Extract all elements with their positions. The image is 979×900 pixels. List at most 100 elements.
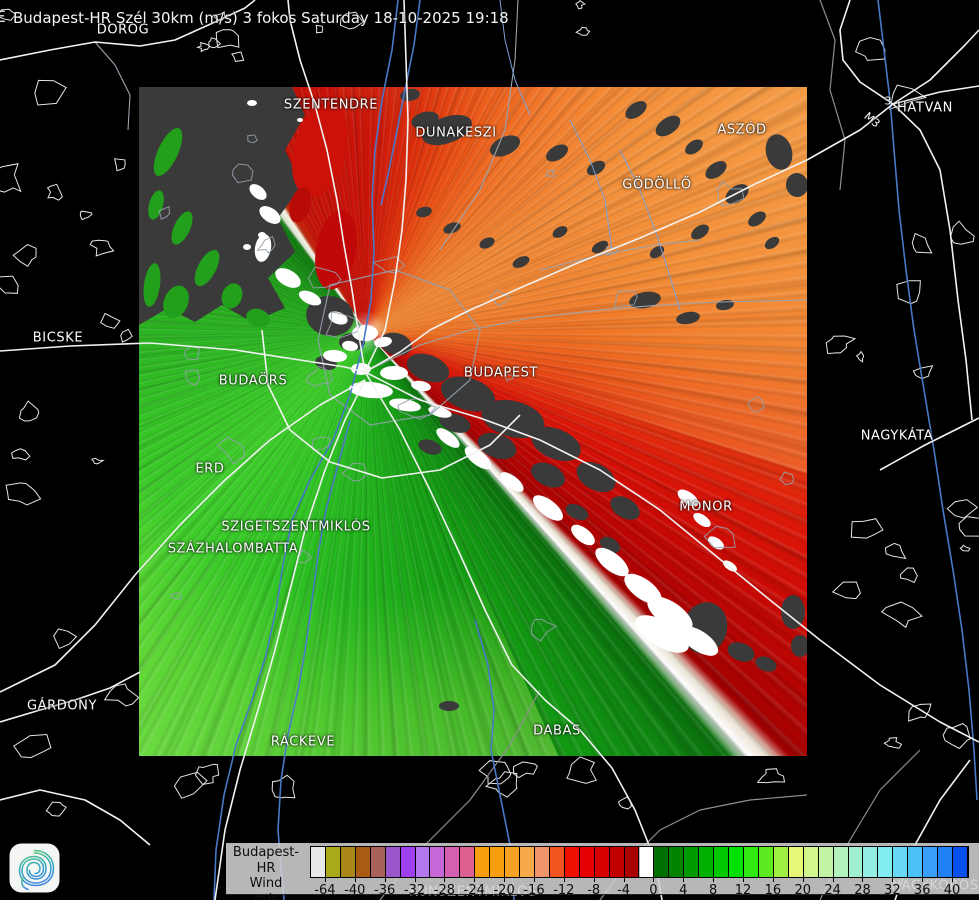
radar-product-title: Budapest-HR Szél 30km (m/s) 3 fokos Satu… [13, 9, 509, 27]
legend-cell [714, 847, 730, 877]
city-label-budapest: BUDAPEST [463, 365, 539, 381]
legend-tick-label: -24 [463, 883, 485, 898]
legend-tick [474, 877, 476, 882]
city-label-sz-zhalombatta: SZÁZHALOMBATTA [167, 541, 299, 557]
legend-tick [743, 877, 745, 882]
legend-cell [579, 847, 595, 877]
city-label-r-ckeve: RÁCKEVE [270, 734, 336, 750]
city-label-asz-d: ASZÓD [717, 122, 767, 138]
legend-cell [654, 847, 670, 877]
weather-service-logo [9, 843, 60, 893]
city-label-dabas: DABAS [533, 723, 581, 739]
legend-tick-label: -8 [587, 883, 601, 898]
legend-title-line2: Wind [249, 876, 283, 891]
legend-cell [340, 847, 356, 877]
legend-tick [623, 877, 625, 882]
color-scale-bar [310, 846, 969, 878]
legend-tick-label: 16 [764, 883, 782, 898]
legend-tick [414, 877, 416, 882]
legend-tick-label: 12 [734, 883, 752, 898]
city-label-g-d-ll-: GÖDÖLLŐ [622, 177, 692, 193]
legend-cell [385, 847, 401, 877]
legend-cell [400, 847, 416, 877]
legend-cell [549, 847, 565, 877]
city-label-g-rdony: GÁRDONY [26, 698, 98, 714]
legend-cell [953, 847, 968, 877]
legend-cell [684, 847, 700, 877]
legend-cell [833, 847, 849, 877]
legend-cell [758, 847, 774, 877]
legend-tick [772, 877, 774, 882]
legend-cell [325, 847, 341, 877]
legend-cell [699, 847, 715, 877]
legend-tick [324, 877, 326, 882]
legend-cell [669, 847, 685, 877]
legend-tick-label: 24 [824, 883, 841, 898]
legend-title: Budapest-HR Wind m/s [226, 845, 306, 900]
minor-roads [94, 0, 808, 373]
legend-cell [744, 847, 759, 877]
legend-tick [952, 877, 954, 882]
legend-cell [788, 847, 804, 877]
legend-cell [624, 847, 640, 877]
legend-title-line1: Budapest-HR [232, 845, 300, 876]
city-label-nagyk-ta: NAGYKÁTA [860, 428, 934, 444]
cropped-toolbar-icon: Ξ [0, 7, 7, 26]
legend-tick [653, 877, 655, 882]
city-label-dunakeszi: DUNAKESZI [415, 125, 497, 141]
legend-tick [713, 877, 715, 882]
legend-cell [355, 847, 371, 877]
legend-cell [594, 847, 610, 877]
legend-cell [460, 847, 476, 877]
legend-cell [311, 847, 326, 877]
legend-tick [504, 877, 506, 882]
legend-title-line3: m/s [254, 891, 278, 900]
legend-cell [520, 847, 535, 877]
radar-velocity-field [139, 87, 807, 756]
legend-cell [818, 847, 834, 877]
legend-tick-label: 8 [709, 883, 718, 898]
city-label-monor: MONOR [679, 499, 733, 515]
city-label-bicske: BICSKE [32, 330, 84, 346]
legend-cell [370, 847, 386, 877]
legend-cell [534, 847, 550, 877]
legend-tick-label: 0 [649, 883, 658, 898]
legend-tick-label: -40 [344, 883, 366, 898]
legend-tick-label: 4 [679, 883, 688, 898]
legend-cell [609, 847, 625, 877]
legend-tick-label: -16 [523, 883, 545, 898]
legend-tick [354, 877, 356, 882]
legend-tick-label: -64 [314, 883, 336, 898]
legend-tick [533, 877, 535, 882]
legend-tick-label: 28 [854, 883, 871, 898]
legend-tick-label: 36 [913, 883, 931, 898]
spiral-icon [18, 849, 55, 891]
legend-cell [938, 847, 954, 877]
legend-cell [923, 847, 939, 877]
legend-cell [878, 847, 894, 877]
legend-cell [729, 847, 744, 877]
legend-cell [803, 847, 819, 877]
legend-tick [892, 877, 894, 882]
city-label-hatvan: HATVAN [897, 100, 953, 116]
legend-tick-label: -32 [403, 883, 426, 898]
legend-tick [563, 877, 565, 882]
legend-tick [832, 877, 834, 882]
legend-cell [490, 847, 506, 877]
legend-tick-label: 40 [943, 883, 961, 898]
legend-tick-label: 20 [794, 883, 812, 898]
legend-tick-label: -20 [493, 883, 515, 898]
legend-cell [505, 847, 521, 877]
legend-tick [862, 877, 864, 882]
legend-cell [908, 847, 924, 877]
settlement-outlines-outer [0, 0, 979, 817]
legend-cell [863, 847, 879, 877]
road-number-label: 3 [884, 94, 892, 108]
legend-cell [445, 847, 461, 877]
budapest-city-outline [317, 269, 481, 426]
city-label-buda-rs: BUDAÖRS [218, 373, 288, 389]
legend-tick-label: -12 [553, 883, 575, 898]
